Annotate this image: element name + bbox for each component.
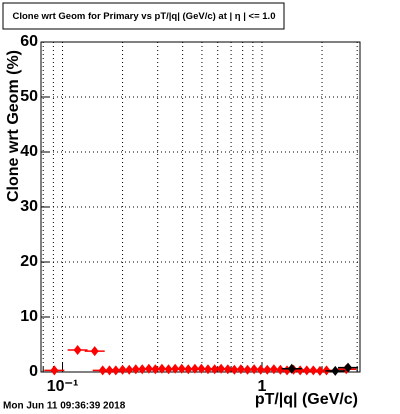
timestamp: Mon Jun 11 09:36:39 2018 xyxy=(3,401,126,412)
y-tick-label: 30 xyxy=(20,198,38,215)
y-tick-label: 20 xyxy=(20,253,38,270)
plot-frame xyxy=(40,41,361,373)
y-tick-label: 50 xyxy=(20,88,38,105)
y-tick-label: 40 xyxy=(20,143,38,160)
x-axis-label: pT/|q| (GeV/c) xyxy=(255,391,358,408)
y-tick-label: 0 xyxy=(29,363,38,380)
data-point xyxy=(287,363,296,374)
data-point xyxy=(90,346,99,357)
data-point xyxy=(344,362,353,373)
x-tick-label: 1 xyxy=(258,378,267,395)
y-axis-label: Clone wrt Geom (%) xyxy=(5,50,22,202)
x-tick-label: 10⁻¹ xyxy=(47,378,79,395)
data-point xyxy=(50,365,59,376)
y-tick-label: 60 xyxy=(20,33,38,50)
title-box xyxy=(2,2,285,30)
chart-title: Clone wrt Geom for Primary vs pT/|q| (Ge… xyxy=(13,11,276,22)
data-point xyxy=(331,365,340,376)
y-tick-label: 10 xyxy=(20,308,38,325)
data-point xyxy=(73,345,82,355)
